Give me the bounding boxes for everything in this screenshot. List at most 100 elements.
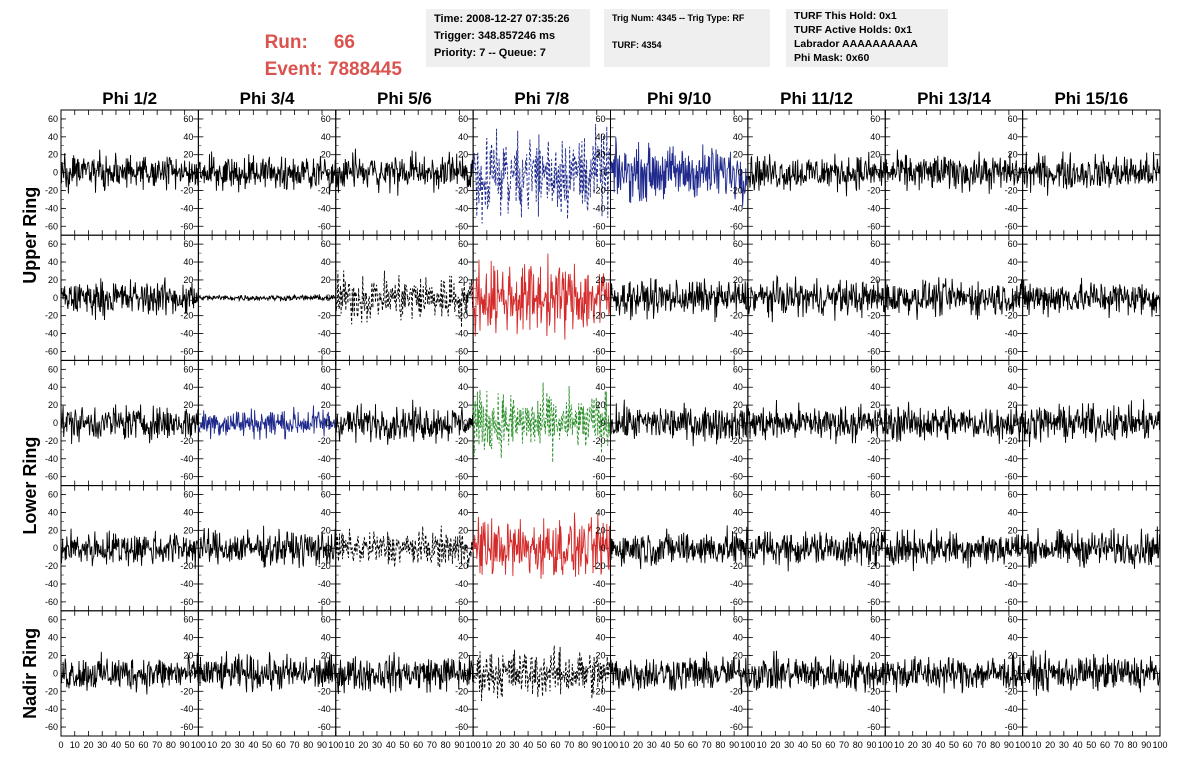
waveform-trace [60, 149, 199, 194]
y-tick-label: 60 [458, 490, 468, 500]
y-tick-label: 0 [463, 418, 468, 428]
y-tick-label: -40 [730, 203, 743, 213]
y-tick-label: 0 [326, 168, 331, 178]
y-tick-label: 0 [875, 668, 880, 678]
y-tick-label: -40 [45, 454, 58, 464]
event-line: Event: 7888445 [254, 37, 402, 81]
x-tick-label: 20 [358, 740, 368, 750]
info-trig-num: Trig Num: 4345 -- Trig Type: RF [612, 13, 745, 23]
y-tick-label: -60 [592, 221, 605, 231]
info-turf: TURF: 4354 [612, 40, 662, 50]
y-tick-label: -40 [592, 579, 605, 589]
y-tick-label: 60 [595, 490, 605, 500]
y-tick-label: -40 [1005, 704, 1018, 714]
y-tick-label: 60 [458, 114, 468, 124]
x-tick-label: 60 [825, 740, 835, 750]
y-tick-label: 0 [600, 418, 605, 428]
y-tick-label: 40 [48, 257, 58, 267]
y-tick-label: -40 [867, 454, 880, 464]
waveform-panel: -60 -40 -20 0 20 40 60 [592, 610, 749, 737]
x-tick-label: 100 [603, 740, 618, 750]
y-tick-label: 40 [733, 132, 743, 142]
x-tick-label: 100 [191, 740, 206, 750]
y-tick-label: -20 [180, 686, 193, 696]
y-tick-label: 20 [733, 651, 743, 661]
waveform-trace [335, 652, 474, 694]
y-tick-label: 60 [183, 490, 193, 500]
y-tick-label: -60 [592, 722, 605, 732]
ring-label: Upper Ring [20, 187, 40, 284]
y-tick-label: -20 [318, 436, 331, 446]
y-tick-label: -20 [455, 185, 468, 195]
y-tick-label: 60 [1008, 114, 1018, 124]
y-tick-label: -20 [45, 561, 58, 571]
waveform-panel: -60 -40 -20 0 20 40 60 [592, 485, 749, 612]
y-tick-label: 0 [600, 168, 605, 178]
y-tick-label: -20 [180, 436, 193, 446]
y-tick-label: 20 [733, 525, 743, 535]
y-tick-label: -40 [180, 579, 193, 589]
phi-header: Phi 5/6 [377, 89, 432, 108]
y-tick-label: -40 [1005, 203, 1018, 213]
y-tick-label: 20 [183, 150, 193, 160]
y-tick-label: 0 [1013, 168, 1018, 178]
waveform-trace [472, 512, 611, 579]
y-tick-label: -20 [318, 561, 331, 571]
waveform-panel: -60 -40 -20 0 20 40 60 [1005, 485, 1161, 612]
y-tick-label: -20 [455, 686, 468, 696]
y-tick-label: 20 [48, 400, 58, 410]
x-tick-label: 20 [221, 740, 231, 750]
y-tick-label: 40 [870, 382, 880, 392]
waveform-trace [1022, 151, 1161, 196]
y-tick-label: -60 [180, 346, 193, 356]
y-tick-label: 0 [326, 668, 331, 678]
y-tick-label: -20 [1005, 561, 1018, 571]
y-tick-label: -40 [45, 704, 58, 714]
waveform-trace [472, 382, 611, 463]
y-tick-label: 0 [738, 543, 743, 553]
y-tick-label: -20 [730, 686, 743, 696]
y-tick-label: -60 [867, 221, 880, 231]
y-tick-label: 20 [595, 400, 605, 410]
y-tick-label: -40 [867, 329, 880, 339]
y-tick-label: 40 [183, 382, 193, 392]
y-tick-label: 60 [733, 615, 743, 625]
y-tick-label: 60 [733, 239, 743, 249]
x-tick-label: 90 [317, 740, 327, 750]
x-tick-label: 10 [894, 740, 904, 750]
y-tick-label: -40 [455, 454, 468, 464]
y-tick-label: 20 [321, 651, 331, 661]
x-tick-label: 50 [399, 740, 409, 750]
waveform-panel: -60 -40 -20 0 20 40 60 [45, 234, 199, 361]
y-tick-label: -60 [867, 597, 880, 607]
waveform-trace [60, 528, 199, 569]
x-tick-label: 80 [853, 740, 863, 750]
info-box-time: Time: 2008-12-27 07:35:26 Trigger: 348.8… [426, 9, 590, 67]
waveform-panel: -60 -40 -20 0 20 40 60 [592, 109, 749, 236]
y-tick-label: -20 [45, 436, 58, 446]
y-tick-label: -20 [730, 436, 743, 446]
y-tick-label: 20 [48, 275, 58, 285]
info-box-trig: Trig Num: 4345 -- Trig Type: RF TURF: 43… [604, 9, 770, 67]
y-tick-label: 20 [595, 275, 605, 285]
y-tick-label: 20 [458, 275, 468, 285]
y-tick-label: -20 [180, 311, 193, 321]
y-tick-label: 20 [321, 400, 331, 410]
x-tick-label: 90 [1141, 740, 1151, 750]
y-tick-label: 0 [875, 418, 880, 428]
event-label: Event: [264, 59, 323, 80]
x-tick-label: 80 [303, 740, 313, 750]
x-tick-label: 10 [482, 740, 492, 750]
waveform-panel: -60 -40 -20 0 20 40 60 [45, 610, 199, 737]
y-tick-label: 40 [458, 132, 468, 142]
y-tick-label: -40 [867, 704, 880, 714]
x-tick-label: 20 [908, 740, 918, 750]
y-tick-label: -40 [45, 329, 58, 339]
y-tick-label: 40 [595, 132, 605, 142]
y-tick-label: -60 [45, 472, 58, 482]
x-tick-label: 10 [207, 740, 217, 750]
waveform-trace [1022, 650, 1161, 696]
x-tick-label: 70 [152, 740, 162, 750]
x-tick-label: 20 [633, 740, 643, 750]
y-tick-label: -20 [318, 311, 331, 321]
